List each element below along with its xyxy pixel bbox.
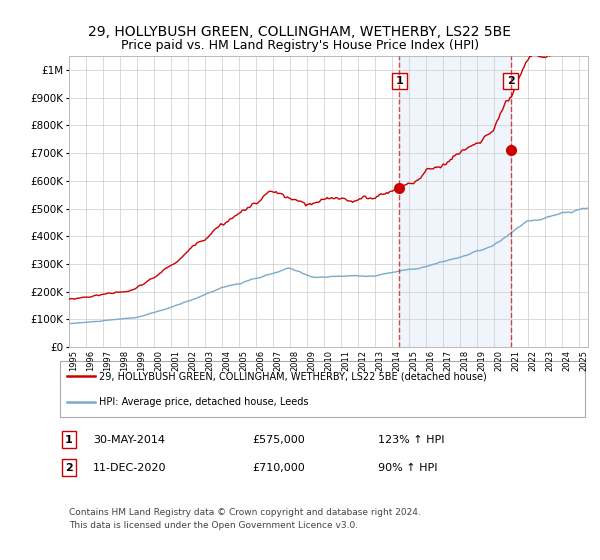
Text: Price paid vs. HM Land Registry's House Price Index (HPI): Price paid vs. HM Land Registry's House …	[121, 39, 479, 52]
Text: 2023: 2023	[545, 350, 554, 371]
Text: 1997: 1997	[103, 350, 112, 371]
Text: 2020: 2020	[494, 350, 503, 371]
Text: 2011: 2011	[341, 350, 350, 371]
Text: 1: 1	[65, 435, 73, 445]
Text: 123% ↑ HPI: 123% ↑ HPI	[378, 435, 445, 445]
Text: 2005: 2005	[239, 350, 248, 371]
Text: 2010: 2010	[324, 350, 333, 371]
Text: 11-DEC-2020: 11-DEC-2020	[93, 463, 167, 473]
Text: 2004: 2004	[222, 350, 231, 371]
Text: 2015: 2015	[409, 350, 418, 371]
Text: 2025: 2025	[580, 350, 589, 371]
Text: 2001: 2001	[171, 350, 180, 371]
Text: 2016: 2016	[427, 350, 436, 371]
Text: 2017: 2017	[443, 350, 452, 371]
Text: £575,000: £575,000	[252, 435, 305, 445]
Text: 2009: 2009	[307, 350, 316, 371]
Text: 1999: 1999	[137, 350, 146, 371]
Bar	[400, 56, 511, 347]
Text: 1998: 1998	[120, 350, 129, 371]
Text: 2007: 2007	[273, 350, 282, 371]
Text: 2012: 2012	[358, 350, 367, 371]
Text: 2002: 2002	[188, 350, 197, 371]
Text: 90% ↑ HPI: 90% ↑ HPI	[378, 463, 437, 473]
Text: 2006: 2006	[256, 350, 265, 371]
Text: 2024: 2024	[562, 350, 571, 371]
Text: 2: 2	[65, 463, 73, 473]
Text: 2014: 2014	[392, 350, 401, 371]
Text: 2: 2	[507, 76, 514, 86]
Text: 29, HOLLYBUSH GREEN, COLLINGHAM, WETHERBY, LS22 5BE (detached house): 29, HOLLYBUSH GREEN, COLLINGHAM, WETHERB…	[99, 371, 487, 381]
Text: 1: 1	[395, 76, 403, 86]
Text: 2019: 2019	[478, 350, 487, 371]
Text: 2018: 2018	[460, 350, 469, 371]
Text: 2021: 2021	[511, 350, 520, 371]
Text: £710,000: £710,000	[252, 463, 305, 473]
Text: 2013: 2013	[375, 350, 384, 371]
Text: 1996: 1996	[86, 350, 95, 371]
Text: HPI: Average price, detached house, Leeds: HPI: Average price, detached house, Leed…	[99, 397, 308, 407]
Text: 2000: 2000	[154, 350, 163, 371]
Text: 2008: 2008	[290, 350, 299, 371]
Text: 2003: 2003	[205, 350, 214, 371]
Text: 30-MAY-2014: 30-MAY-2014	[93, 435, 165, 445]
Text: 2022: 2022	[529, 350, 538, 371]
Text: 1995: 1995	[69, 350, 78, 371]
Text: 29, HOLLYBUSH GREEN, COLLINGHAM, WETHERBY, LS22 5BE: 29, HOLLYBUSH GREEN, COLLINGHAM, WETHERB…	[89, 25, 511, 39]
Text: Contains HM Land Registry data © Crown copyright and database right 2024.
This d: Contains HM Land Registry data © Crown c…	[69, 508, 421, 530]
